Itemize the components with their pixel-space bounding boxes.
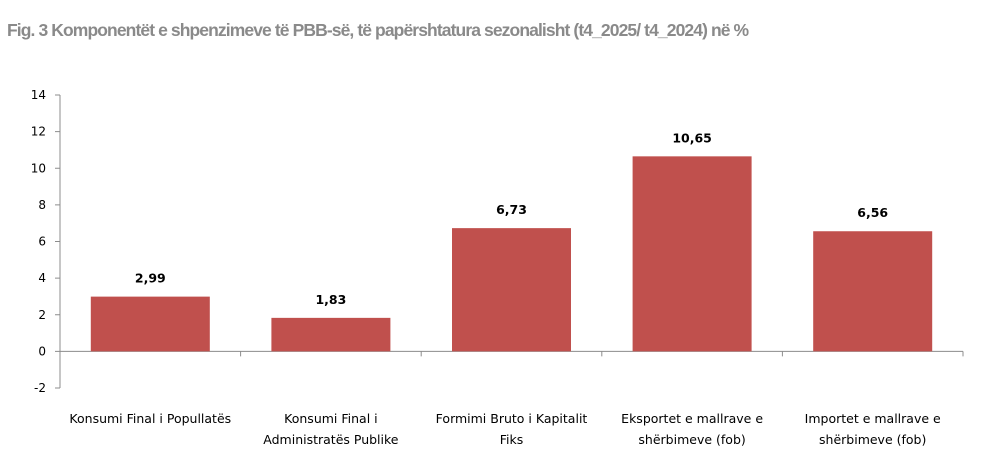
y-tick-label: 8: [38, 198, 46, 212]
y-tick-label: -2: [34, 381, 46, 395]
bar: [271, 317, 391, 352]
y-tick-label: 10: [31, 161, 46, 175]
y-tick-label: 14: [31, 88, 46, 102]
y-tick-label: 4: [38, 271, 46, 285]
y-tick-label: 2: [38, 308, 46, 322]
category-label: Formimi Bruto i Kapitalit: [436, 411, 588, 426]
category-label: Eksportet e mallrave e: [621, 411, 763, 426]
data-label: 10,65: [672, 130, 712, 145]
bar: [90, 296, 210, 352]
data-label: 6,56: [857, 205, 888, 220]
category-label: Importet e mallrave e: [805, 411, 941, 426]
y-tick-label: 12: [31, 125, 46, 139]
data-label: 1,83: [315, 292, 346, 307]
y-tick-label: 0: [38, 344, 46, 358]
bar: [452, 228, 571, 352]
axes: -2 0 2 4 6 8 10 12 14: [31, 88, 964, 395]
category-label: Konsumi Final i Popullatës: [69, 411, 231, 426]
category-label: shërbimeve (fob): [819, 432, 926, 447]
bar: [813, 231, 933, 352]
chart-title: Fig. 3 Komponentët e shpenzimeve të PBB-…: [7, 20, 749, 40]
labels: 2,99 Konsumi Final i Popullatës 1,83 Konsum…: [69, 130, 941, 447]
y-tick-label: 6: [38, 235, 46, 249]
category-label: Fiks: [500, 432, 524, 447]
data-label: 2,99: [135, 271, 166, 286]
bar: [632, 156, 752, 352]
data-label: 6,73: [496, 202, 527, 217]
bars: [90, 156, 933, 352]
category-label: Administratës Publike: [263, 432, 399, 447]
category-label: Konsumi Final i: [284, 411, 377, 426]
category-label: shërbimeve (fob): [638, 432, 745, 447]
